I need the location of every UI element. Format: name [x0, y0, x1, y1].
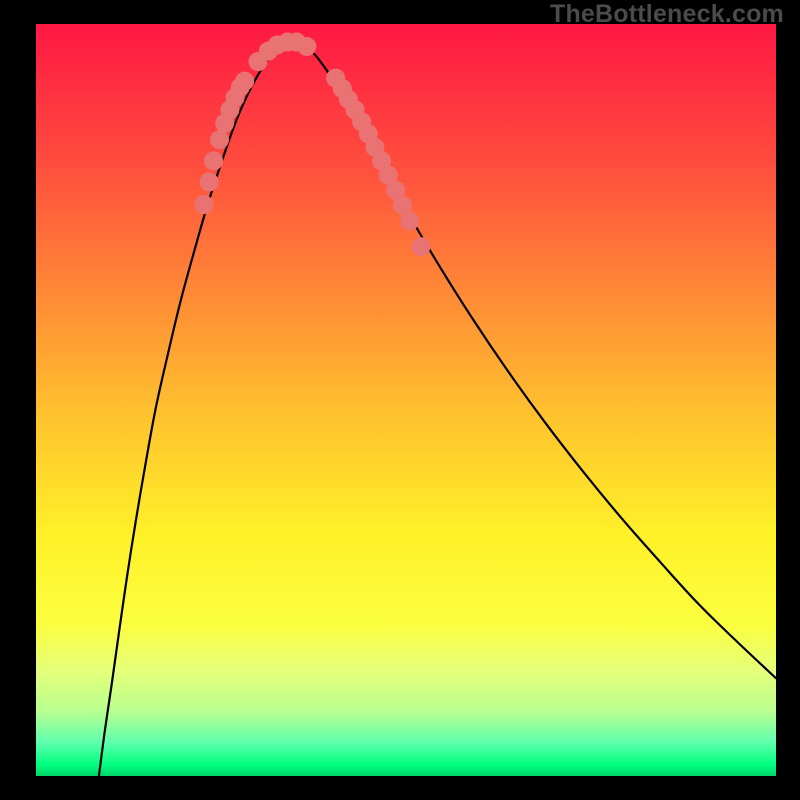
marker-dot — [412, 238, 430, 256]
chart-stage: TheBottleneck.com — [0, 0, 800, 800]
marker-dot — [393, 196, 411, 214]
chart-curve-layer — [36, 24, 776, 776]
watermark-text: TheBottleneck.com — [550, 0, 784, 29]
marker-dot — [298, 38, 316, 56]
marker-dot — [200, 173, 218, 191]
marker-dot — [211, 131, 229, 149]
marker-dot — [205, 152, 223, 170]
marker-group — [195, 33, 430, 256]
marker-dot — [401, 212, 419, 230]
marker-dot — [236, 72, 254, 90]
chart-plot-area — [36, 24, 776, 776]
bottleneck-curve-path — [99, 42, 776, 776]
marker-dot — [195, 195, 213, 213]
